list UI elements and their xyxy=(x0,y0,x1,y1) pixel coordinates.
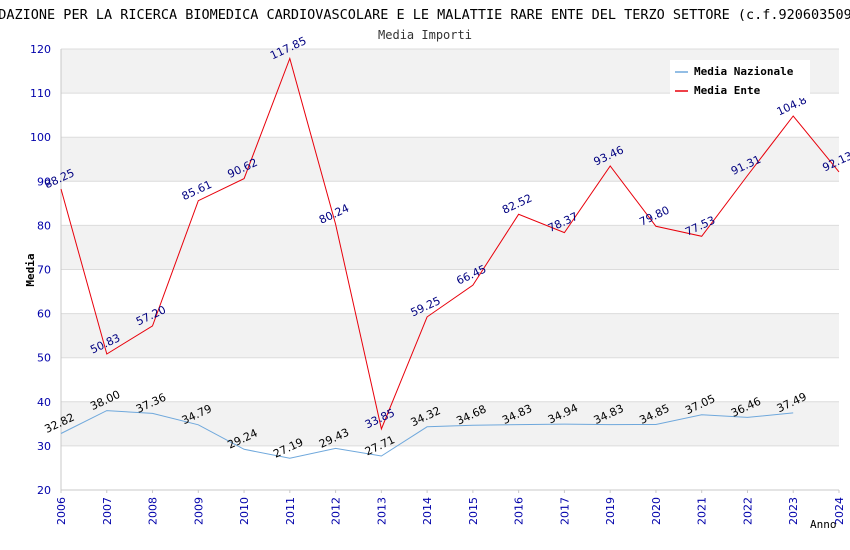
y-tick-label: 20 xyxy=(37,484,51,497)
y-tick-label: 90 xyxy=(37,175,51,188)
x-tick-label: 2017 xyxy=(558,497,571,525)
grid-band xyxy=(61,137,839,182)
x-tick-label: 2023 xyxy=(787,497,800,525)
x-tick-label: 2016 xyxy=(513,497,526,525)
grid-band xyxy=(61,313,839,358)
x-axis-label: Anno xyxy=(810,518,837,531)
y-tick-label: 110 xyxy=(30,87,51,100)
x-tick-label: 2006 xyxy=(55,497,68,525)
x-tick-label: 2015 xyxy=(467,497,480,525)
x-tick-label: 2010 xyxy=(238,497,251,525)
legend-label-media-ente: Media Ente xyxy=(694,84,761,97)
legend: Media Nazionale Media Ente xyxy=(670,60,810,98)
y-tick-label: 80 xyxy=(37,219,51,232)
y-tick-label: 50 xyxy=(37,352,51,365)
x-tick-label: 2024 xyxy=(833,497,846,525)
x-tick-label: 2008 xyxy=(147,497,160,525)
x-tick-label: 2013 xyxy=(375,497,388,525)
legend-label-media-nazionale: Media Nazionale xyxy=(694,65,794,78)
chart-subtitle: Media Importi xyxy=(378,28,472,42)
x-tick-label: 2021 xyxy=(696,497,709,525)
grid-band xyxy=(61,225,839,270)
y-tick-label: 30 xyxy=(37,440,51,453)
y-tick-label: 100 xyxy=(30,131,51,144)
y-tick-label: 40 xyxy=(37,396,51,409)
series-line-media-nazionale xyxy=(60,410,794,459)
x-tick-label: 2022 xyxy=(741,497,754,525)
y-tick-label: 60 xyxy=(37,308,51,321)
x-tick-label: 2009 xyxy=(192,497,205,525)
x-tick-label: 2019 xyxy=(604,497,617,525)
y-tick-label: 120 xyxy=(30,43,51,56)
x-tick-label: 2014 xyxy=(421,497,434,525)
chart-title: FONDAZIONE PER LA RICERCA BIOMEDICA CARD… xyxy=(0,7,850,23)
x-tick-label: 2011 xyxy=(284,497,297,525)
y-axis-label: Media xyxy=(24,253,37,286)
series-line-media-ente xyxy=(60,56,840,431)
x-tick-label: 2020 xyxy=(650,497,663,525)
y-tick-label: 70 xyxy=(37,264,51,277)
x-tick-label: 2007 xyxy=(101,497,114,525)
x-tick-label: 2012 xyxy=(330,497,343,525)
grid-band xyxy=(61,401,839,446)
